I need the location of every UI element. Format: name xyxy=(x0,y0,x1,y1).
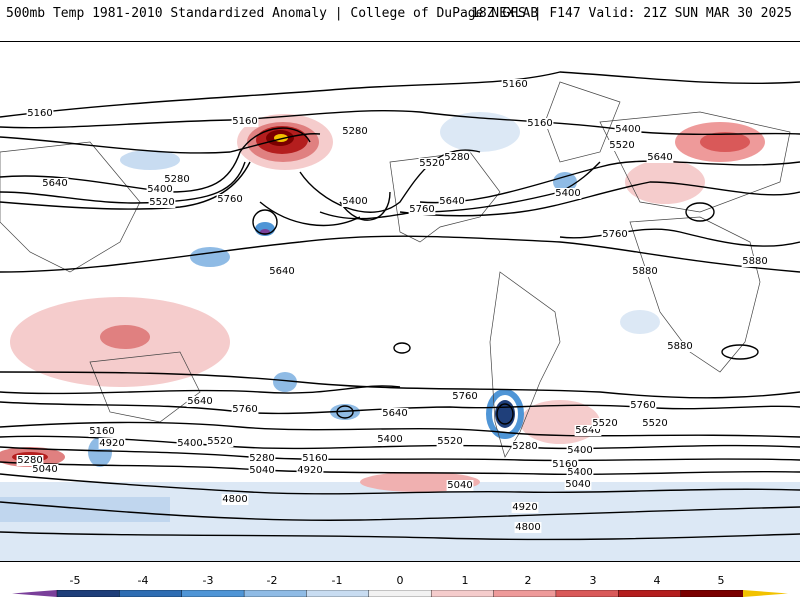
colorbar-tick: -1 xyxy=(331,574,343,587)
contour-label: 5160 xyxy=(89,426,114,437)
contour-label: 5520 xyxy=(592,418,617,429)
model-valid-time: 18Z GFS | F147 Valid: 21Z SUN MAR 30 202… xyxy=(471,6,792,21)
colorbar-tick: -3 xyxy=(202,574,214,587)
continent-outlines xyxy=(0,81,791,458)
contour-label: 5160 xyxy=(302,453,327,464)
colorbar-segment xyxy=(680,590,744,597)
contour-label: 5400 xyxy=(377,434,402,445)
contour-label: 4920 xyxy=(99,438,124,449)
colorbar-tick: 4 xyxy=(653,574,661,587)
height-contours xyxy=(0,71,800,541)
contour-label: 5400 xyxy=(177,438,202,449)
contour-label: 5160 xyxy=(27,108,52,119)
contour-label: 5400 xyxy=(567,445,592,456)
contour-label: 5640 xyxy=(42,178,67,189)
contour-label: 5880 xyxy=(667,341,692,352)
contour-label: 5520 xyxy=(437,436,462,447)
contour-label: 5640 xyxy=(439,196,464,207)
contour-label: 5280 xyxy=(249,453,274,464)
colorbar-tick: -4 xyxy=(137,574,149,587)
colorbar-segment xyxy=(119,590,183,597)
contour-label: 5520 xyxy=(149,197,174,208)
colorbar-segment xyxy=(618,590,682,597)
colorbar-tick: 5 xyxy=(717,574,725,587)
contour-label: 5640 xyxy=(382,408,407,419)
colorbar-segment xyxy=(181,590,245,597)
contour-label: 4800 xyxy=(222,494,247,505)
contour-label: 4920 xyxy=(512,502,537,513)
contour-label: 5280 xyxy=(17,455,42,466)
contour-label: 5400 xyxy=(555,188,580,199)
contour-label: 5280 xyxy=(512,441,537,452)
contour-label: 5760 xyxy=(602,229,627,240)
colorbar-segment xyxy=(306,590,370,597)
contour-label: 5400 xyxy=(567,467,592,478)
contour-label: 5520 xyxy=(207,436,232,447)
contour-label: 4800 xyxy=(515,522,540,533)
contour-label: 5880 xyxy=(742,256,767,267)
contour-label: 5760 xyxy=(452,391,477,402)
contour-labels: 5160516051605160528052805280540054005400… xyxy=(16,79,769,533)
contour-label: 5040 xyxy=(447,480,472,491)
colorbar-segment xyxy=(493,590,557,597)
map-title: 500mb Temp 1981-2010 Standardized Anomal… xyxy=(6,6,539,21)
anomaly-map[interactable]: 5160516051605160528052805280540054005400… xyxy=(0,42,800,561)
contour-label: 5160 xyxy=(527,118,552,129)
contour-label: 5520 xyxy=(609,140,634,151)
contour-label: 5280 xyxy=(342,126,367,137)
contour-label: 5640 xyxy=(647,152,672,163)
map-panel[interactable]: 5160 5160 5160 5160 5280 5280 5280 5400 5400 5400… xyxy=(0,41,800,562)
colorbar-tick: 0 xyxy=(396,574,404,587)
colorbar-max-cap xyxy=(743,590,788,597)
contour-label: 5400 xyxy=(615,124,640,135)
contour-label: 5160 xyxy=(552,459,577,470)
contour-label: 5760 xyxy=(232,404,257,415)
contour-label: 5040 xyxy=(565,479,590,490)
colorbar-segment xyxy=(430,590,495,597)
colorbar-segment xyxy=(368,590,432,597)
colorbar xyxy=(12,590,788,597)
contour-label: 5280 xyxy=(444,152,469,163)
contour-label: 5400 xyxy=(147,184,172,195)
contour-label: 5280 xyxy=(164,174,189,185)
colorbar-segment xyxy=(243,590,308,597)
colorbar-tick: -5 xyxy=(69,574,81,587)
contour-label: 5040 xyxy=(32,464,57,475)
colorbar-tick: 1 xyxy=(461,574,469,587)
contour-label: 5160 xyxy=(232,116,257,127)
contour-label: 5160 xyxy=(502,79,527,90)
colorbar-segment xyxy=(56,590,121,597)
contour-label: 5520 xyxy=(419,158,444,169)
colorbar-tick: 3 xyxy=(589,574,597,587)
colorbar-tick: 2 xyxy=(524,574,532,587)
contour-label: 4920 xyxy=(297,465,322,476)
contour-label: 5760 xyxy=(409,204,434,215)
contour-label: 5520 xyxy=(642,418,667,429)
contour-label: 5400 xyxy=(342,196,367,207)
contour-label: 5640 xyxy=(269,266,294,277)
colorbar-tick: -2 xyxy=(266,574,278,587)
contour-label: 5640 xyxy=(575,425,600,436)
contour-label: 5760 xyxy=(217,194,242,205)
anomaly-shading xyxy=(0,112,800,561)
contour-label: 5640 xyxy=(187,396,212,407)
contour-label: 5880 xyxy=(632,266,657,277)
colorbar-segment xyxy=(555,590,619,597)
colorbar-min-cap xyxy=(12,590,57,597)
contour-label: 5760 xyxy=(630,400,655,411)
contour-label: 5040 xyxy=(249,465,274,476)
